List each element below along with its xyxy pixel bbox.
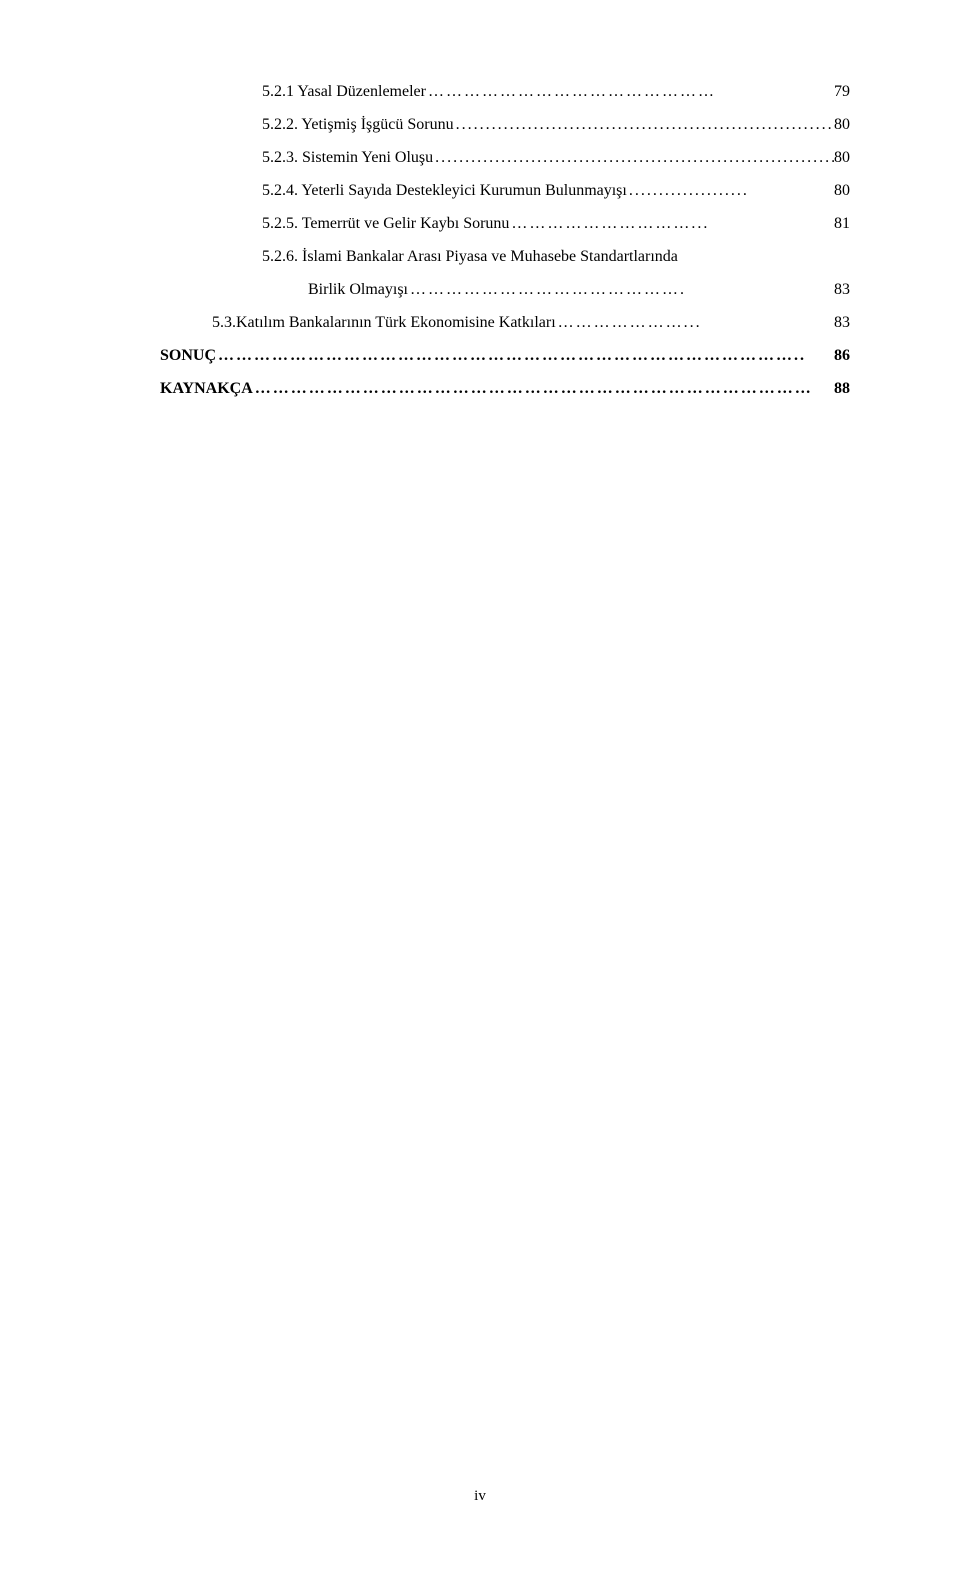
toc-entry: KAYNAKÇA …………………………………………………………………………………… xyxy=(160,377,850,401)
toc-leader-dots: …………………………... xyxy=(509,212,834,236)
toc-label: 5.2.6. İslami Bankalar Arası Piyasa ve M… xyxy=(262,245,678,269)
toc-page-number: 88 xyxy=(834,377,850,401)
page-number: iv xyxy=(474,1488,486,1504)
toc-label: 5.3.Katılım Bankalarının Türk Ekonomisin… xyxy=(212,311,556,335)
toc-label: 5.2.5. Temerrüt ve Gelir Kaybı Sorunu xyxy=(262,212,509,236)
toc-entry: 5.3.Katılım Bankalarının Türk Ekonomisin… xyxy=(160,311,850,335)
toc-leader-dots: ………………………………………………………………………………… xyxy=(253,377,834,401)
toc-entry: 5.2.3. Sistemin Yeni Oluşu .............… xyxy=(160,146,850,170)
toc-label: SONUÇ xyxy=(160,344,216,368)
toc-leader-dots: …………………………………………………………………………………….. xyxy=(216,344,834,368)
toc-entry: 5.2.6. İslami Bankalar Arası Piyasa ve M… xyxy=(160,245,850,269)
toc-entry: SONUÇ ……………………………………………………………………………………..… xyxy=(160,344,850,368)
toc-entry: 5.2.1 Yasal Düzenlemeler ………………………………………… xyxy=(160,80,850,104)
toc-page-number: 83 xyxy=(834,278,850,302)
toc-label: KAYNAKÇA xyxy=(160,377,253,401)
toc-entry: 5.2.5. Temerrüt ve Gelir Kaybı Sorunu ……… xyxy=(160,212,850,236)
toc-page-number: 79 xyxy=(834,80,850,104)
toc-page-number: 86 xyxy=(834,344,850,368)
toc-label: 5.2.3. Sistemin Yeni Oluşu xyxy=(262,146,433,170)
toc-page-number: 81 xyxy=(834,212,850,236)
toc-label: 5.2.2. Yetişmiş İşgücü Sorunu xyxy=(262,113,454,137)
toc-entry: Birlik Olmayışı ………………………………………. 83 xyxy=(160,278,850,302)
toc-leader-dots: ........................................… xyxy=(433,146,834,170)
toc-page-number: 83 xyxy=(834,311,850,335)
toc-entry: 5.2.4. Yeterli Sayıda Destekleyici Kurum… xyxy=(160,179,850,203)
toc-page-number: 80 xyxy=(834,113,850,137)
toc-page-number: 80 xyxy=(834,179,850,203)
toc-label: Birlik Olmayışı xyxy=(308,278,408,302)
toc-label: 5.2.4. Yeterli Sayıda Destekleyici Kurum… xyxy=(262,179,627,203)
toc-label: 5.2.1 Yasal Düzenlemeler xyxy=(262,80,426,104)
toc-page-number: 80 xyxy=(834,146,850,170)
toc-leader-dots: ........................................… xyxy=(454,113,834,137)
toc-leader-dots: .................... xyxy=(627,179,834,203)
page-footer: iv xyxy=(0,1488,960,1505)
toc-leader-dots: …………………... xyxy=(556,311,834,335)
toc-entry: 5.2.2. Yetişmiş İşgücü Sorunu ..........… xyxy=(160,113,850,137)
table-of-contents: 5.2.1 Yasal Düzenlemeler ………………………………………… xyxy=(160,80,850,401)
toc-leader-dots: ………………………………………… xyxy=(426,80,834,104)
toc-leader-dots: ………………………………………. xyxy=(408,278,834,302)
